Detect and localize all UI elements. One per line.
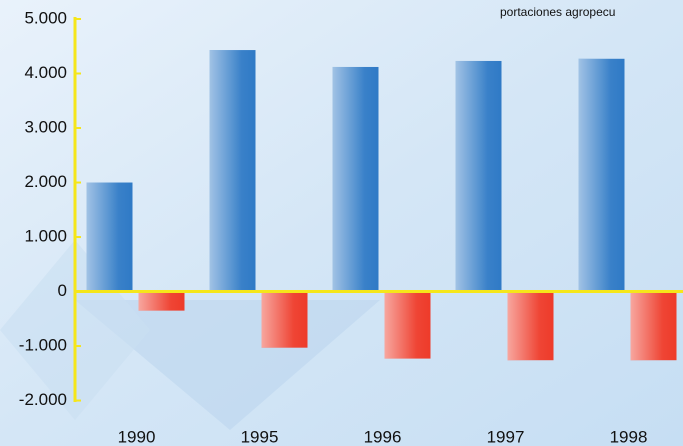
y-tick-label: 5.000	[24, 8, 67, 27]
x-tick-label: 1997	[487, 427, 525, 446]
y-tick-label: 1.000	[24, 227, 67, 246]
x-tick-label: 1996	[364, 427, 402, 446]
y-tick-label: 0	[58, 281, 67, 300]
bar-shine	[384, 291, 431, 359]
bar-shine	[86, 182, 133, 292]
y-tick-label: -2.000	[19, 390, 67, 409]
bar-shine	[578, 58, 625, 292]
bar-shine	[455, 60, 502, 292]
bar-shine	[261, 291, 308, 348]
y-tick-label: 4.000	[24, 63, 67, 82]
bar-shine	[138, 291, 185, 311]
y-tick-label: 2.000	[24, 172, 67, 191]
annotation: portaciones agropecu	[500, 5, 615, 19]
y-tick-label: -1.000	[19, 336, 67, 355]
bar-shine	[507, 291, 554, 361]
x-tick-label: 1998	[610, 427, 648, 446]
bar-shine	[209, 50, 256, 292]
y-tick-label: 3.000	[24, 117, 67, 136]
bar-shine	[332, 66, 379, 292]
x-tick-label: 1995	[241, 427, 279, 446]
x-tick-label: 1990	[118, 427, 156, 446]
bar-shine	[630, 291, 677, 361]
